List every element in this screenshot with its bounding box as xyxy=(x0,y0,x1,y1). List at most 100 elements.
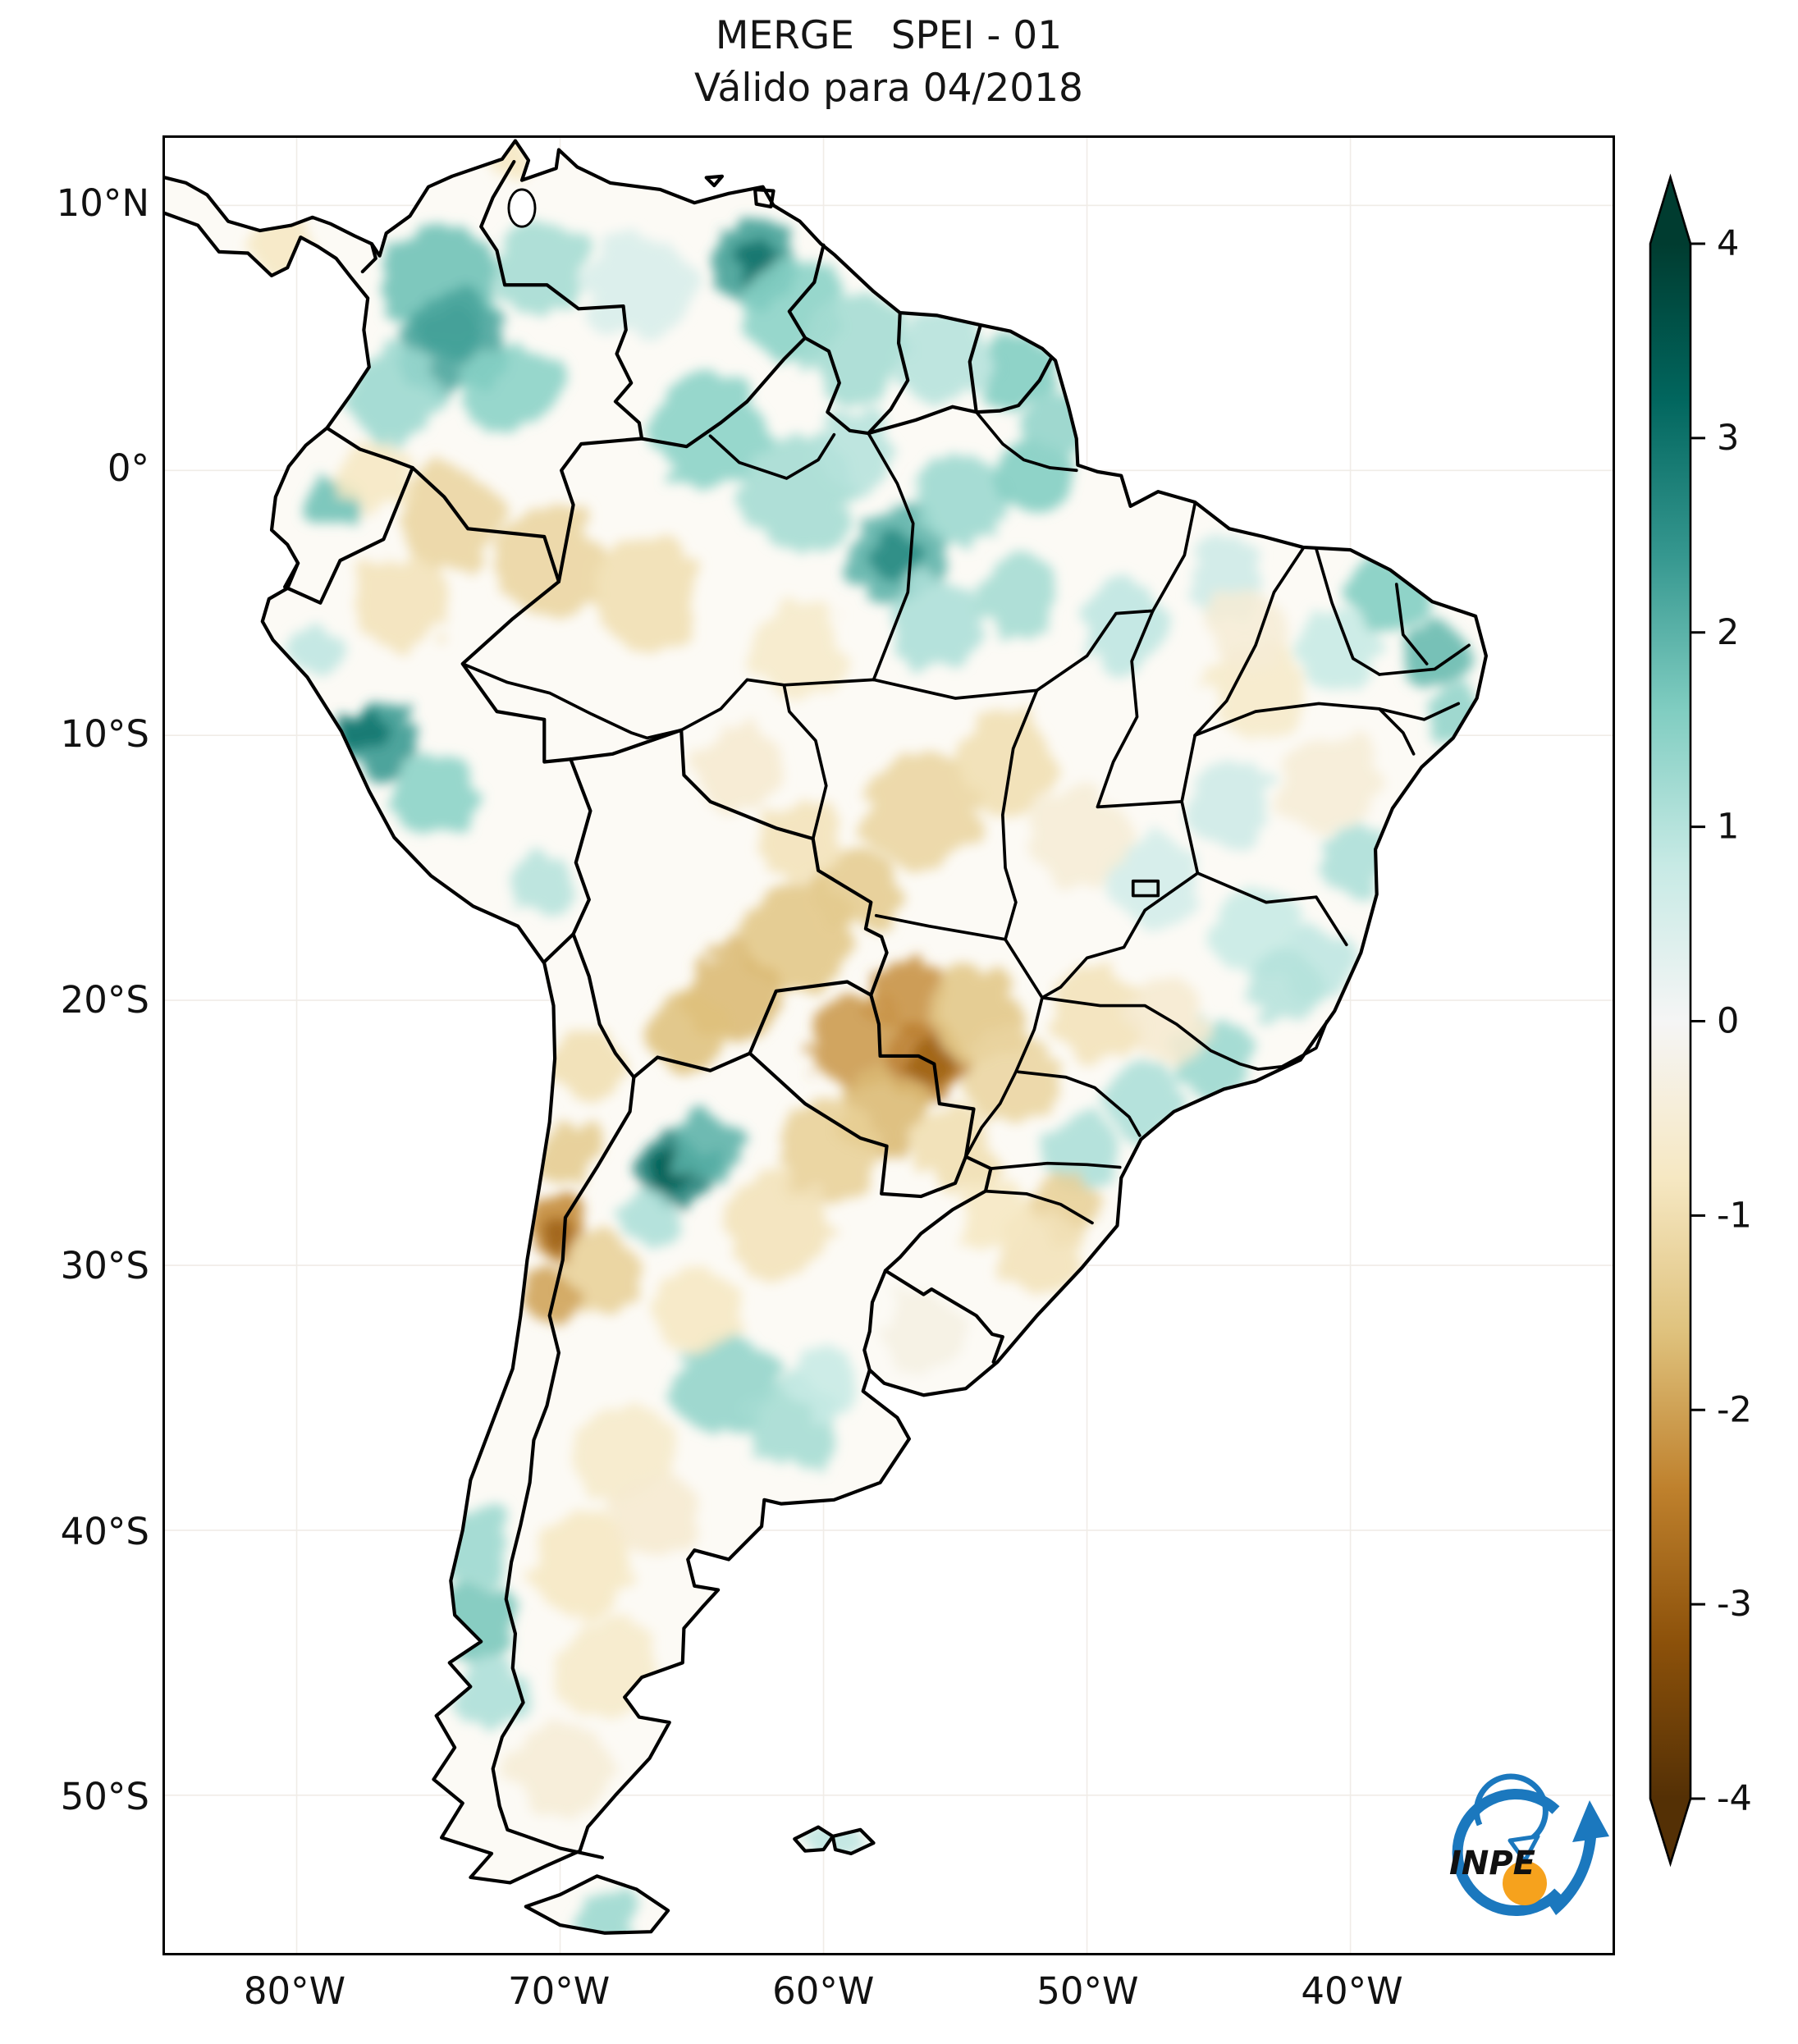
spei-blob xyxy=(612,1471,698,1557)
spei-blob xyxy=(1126,981,1206,1062)
spei-raster-field xyxy=(251,140,1486,1933)
lat-tick-label: 10°N xyxy=(56,181,149,225)
lon-tick-label: 60°W xyxy=(772,1969,875,2013)
lon-tick-label: 70°W xyxy=(508,1969,611,2013)
spei-blob xyxy=(1050,963,1146,1059)
colorbar-tick-label: 4 xyxy=(1717,223,1739,264)
spei-blob xyxy=(723,1175,829,1282)
spei-blob xyxy=(897,309,992,405)
colorbar: 4 3 2 1 0 -1 -2 -3 -4 xyxy=(1649,173,1752,1868)
spei-blob xyxy=(812,846,898,932)
spei-blob xyxy=(1247,949,1322,1025)
spei-blob xyxy=(976,555,1061,640)
plot-title: MERGE SPEI - 01 xyxy=(715,13,1063,58)
spei-blob xyxy=(871,528,919,577)
spei-blob xyxy=(1187,761,1272,847)
colorbar-tick-label: -4 xyxy=(1717,1778,1752,1819)
lat-tick-label: 30°S xyxy=(60,1243,149,1287)
spei-blob xyxy=(457,1660,526,1730)
spei-blob xyxy=(786,1344,861,1420)
coastline xyxy=(165,139,1488,1885)
spei-blob xyxy=(958,711,1059,812)
colorbar-tick-label: 0 xyxy=(1717,1001,1739,1042)
lake-maracaibo xyxy=(507,188,537,228)
coastline-and-borders xyxy=(165,139,1488,1933)
colorbar-tick-label: 3 xyxy=(1717,418,1739,459)
spei-blob xyxy=(291,624,345,678)
lat-tick-label: 0° xyxy=(107,446,149,491)
spei-blob xyxy=(394,753,474,834)
spei-blob xyxy=(436,1585,515,1666)
spei-blob xyxy=(913,1106,998,1191)
spei-blob xyxy=(649,995,724,1070)
plot-subtitle: Válido para 04/2018 xyxy=(694,66,1083,111)
logo-inner-arc xyxy=(1473,1773,1549,1846)
spei-blob xyxy=(913,454,1009,551)
lat-tick-label: 50°S xyxy=(60,1775,149,1819)
spei-blob xyxy=(868,958,948,1038)
map-svg xyxy=(165,138,1613,1953)
colorbar-gradient-bar xyxy=(1649,173,1692,1868)
spei-blob xyxy=(749,602,845,698)
colorbar-ticks: 4 3 2 1 0 -1 -2 -3 -4 xyxy=(1690,223,1752,1819)
spei-blob xyxy=(1406,615,1475,685)
spei-blob xyxy=(586,533,702,651)
spei-blob xyxy=(512,1721,608,1817)
map-frame xyxy=(162,135,1615,1955)
spei-blob xyxy=(341,708,384,752)
spei-blob xyxy=(579,1887,637,1933)
spei-blob xyxy=(778,1104,879,1205)
lon-tick-label: 50°W xyxy=(1036,1969,1139,2013)
spei-blob xyxy=(620,1188,679,1247)
spei-blob xyxy=(586,231,693,338)
lat-tick-label: 40°S xyxy=(60,1509,149,1553)
spei-blob xyxy=(460,337,556,434)
spei-blob xyxy=(355,555,450,651)
logo-orange-ball xyxy=(1503,1861,1547,1905)
logo-up-arrow xyxy=(1549,1800,1609,1915)
spei-blob xyxy=(1026,785,1127,887)
spei-blob xyxy=(1326,828,1396,898)
spei-blob xyxy=(1108,1063,1183,1139)
colorbar-tick-label: -1 xyxy=(1717,1195,1752,1236)
lon-tick-label: 40°W xyxy=(1301,1969,1403,2013)
spei-blob xyxy=(649,369,766,487)
brazil-state-borders xyxy=(460,410,1471,1225)
spei-blob xyxy=(523,1270,576,1324)
spei-blob xyxy=(762,801,843,881)
logo-text: INPE xyxy=(1449,1845,1535,1882)
spei-blob xyxy=(1279,732,1379,834)
lat-tick-label: 10°S xyxy=(60,712,149,757)
logo-inner-arrowhead xyxy=(1507,1834,1540,1863)
spei-blob xyxy=(510,854,569,913)
spei-blob xyxy=(1297,610,1377,691)
spei-blob xyxy=(865,751,982,868)
spei-blob xyxy=(812,406,898,492)
spei-blob xyxy=(655,1265,739,1351)
spei-blob xyxy=(431,1506,510,1586)
spei-blob xyxy=(881,1286,966,1372)
lat-tick-label: 20°S xyxy=(60,977,149,1022)
lon-tick-label: 80°W xyxy=(243,1969,346,2013)
spei-blob xyxy=(802,295,908,402)
spei-blob xyxy=(555,1615,661,1722)
spei-blob xyxy=(496,507,602,614)
colorbar-tick-label: -3 xyxy=(1717,1584,1752,1625)
logo-swirl-arc xyxy=(1452,1789,1562,1916)
spei-blob xyxy=(1078,578,1169,670)
spei-blob xyxy=(960,1175,1035,1250)
spei-blob xyxy=(886,576,982,672)
colorbar-tick-label: 1 xyxy=(1717,807,1739,848)
spei-blob xyxy=(673,1331,774,1433)
colorbar-tick-label: 2 xyxy=(1717,612,1739,653)
inpe-logo: INPE xyxy=(1449,1773,1609,1916)
spei-blob xyxy=(995,436,1074,516)
spei-blob xyxy=(492,221,587,317)
spei-blob xyxy=(1206,589,1285,670)
spei-blob xyxy=(528,1509,634,1616)
spei-blob xyxy=(557,1231,637,1310)
colorbar-tick-label: -2 xyxy=(1717,1389,1752,1430)
spei-blob xyxy=(349,348,445,444)
spei-blob xyxy=(538,1122,602,1187)
